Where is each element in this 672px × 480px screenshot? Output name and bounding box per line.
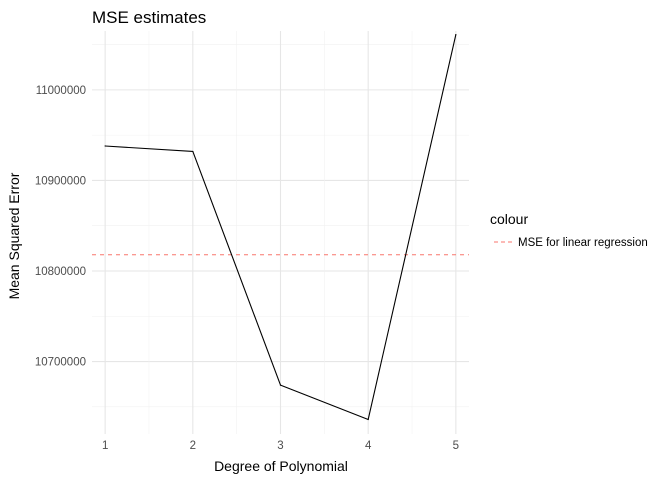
legend-title: colour [490, 211, 528, 227]
legend-entry-label: MSE for linear regression [518, 237, 648, 249]
x-tick-label: 2 [190, 440, 196, 452]
data-point [104, 145, 106, 147]
x-axis-title: Degree of Polynomial [214, 458, 348, 474]
y-tick-labels: 10700000 10800000 10900000 11000000 [35, 85, 86, 369]
grid-layer [92, 31, 469, 434]
data-point [455, 34, 457, 36]
data-point [192, 150, 194, 153]
chart-title: MSE estimates [92, 8, 206, 27]
x-tick-label: 4 [365, 440, 372, 452]
y-tick-label: 10700000 [35, 357, 86, 369]
y-tick-label: 10900000 [35, 175, 86, 187]
x-tick-label: 5 [453, 440, 459, 452]
legend: colour MSE for linear regression [490, 211, 648, 249]
series-layer [104, 34, 457, 421]
y-axis-title: Mean Squared Error [6, 172, 22, 299]
x-tick-label: 3 [277, 440, 283, 452]
y-tick-label: 11000000 [36, 85, 86, 97]
data-point [367, 418, 369, 421]
x-tick-labels: 1 2 3 4 5 [102, 440, 459, 452]
data-point [279, 384, 282, 386]
y-tick-label: 10800000 [35, 266, 86, 278]
x-tick-label: 1 [102, 440, 108, 452]
